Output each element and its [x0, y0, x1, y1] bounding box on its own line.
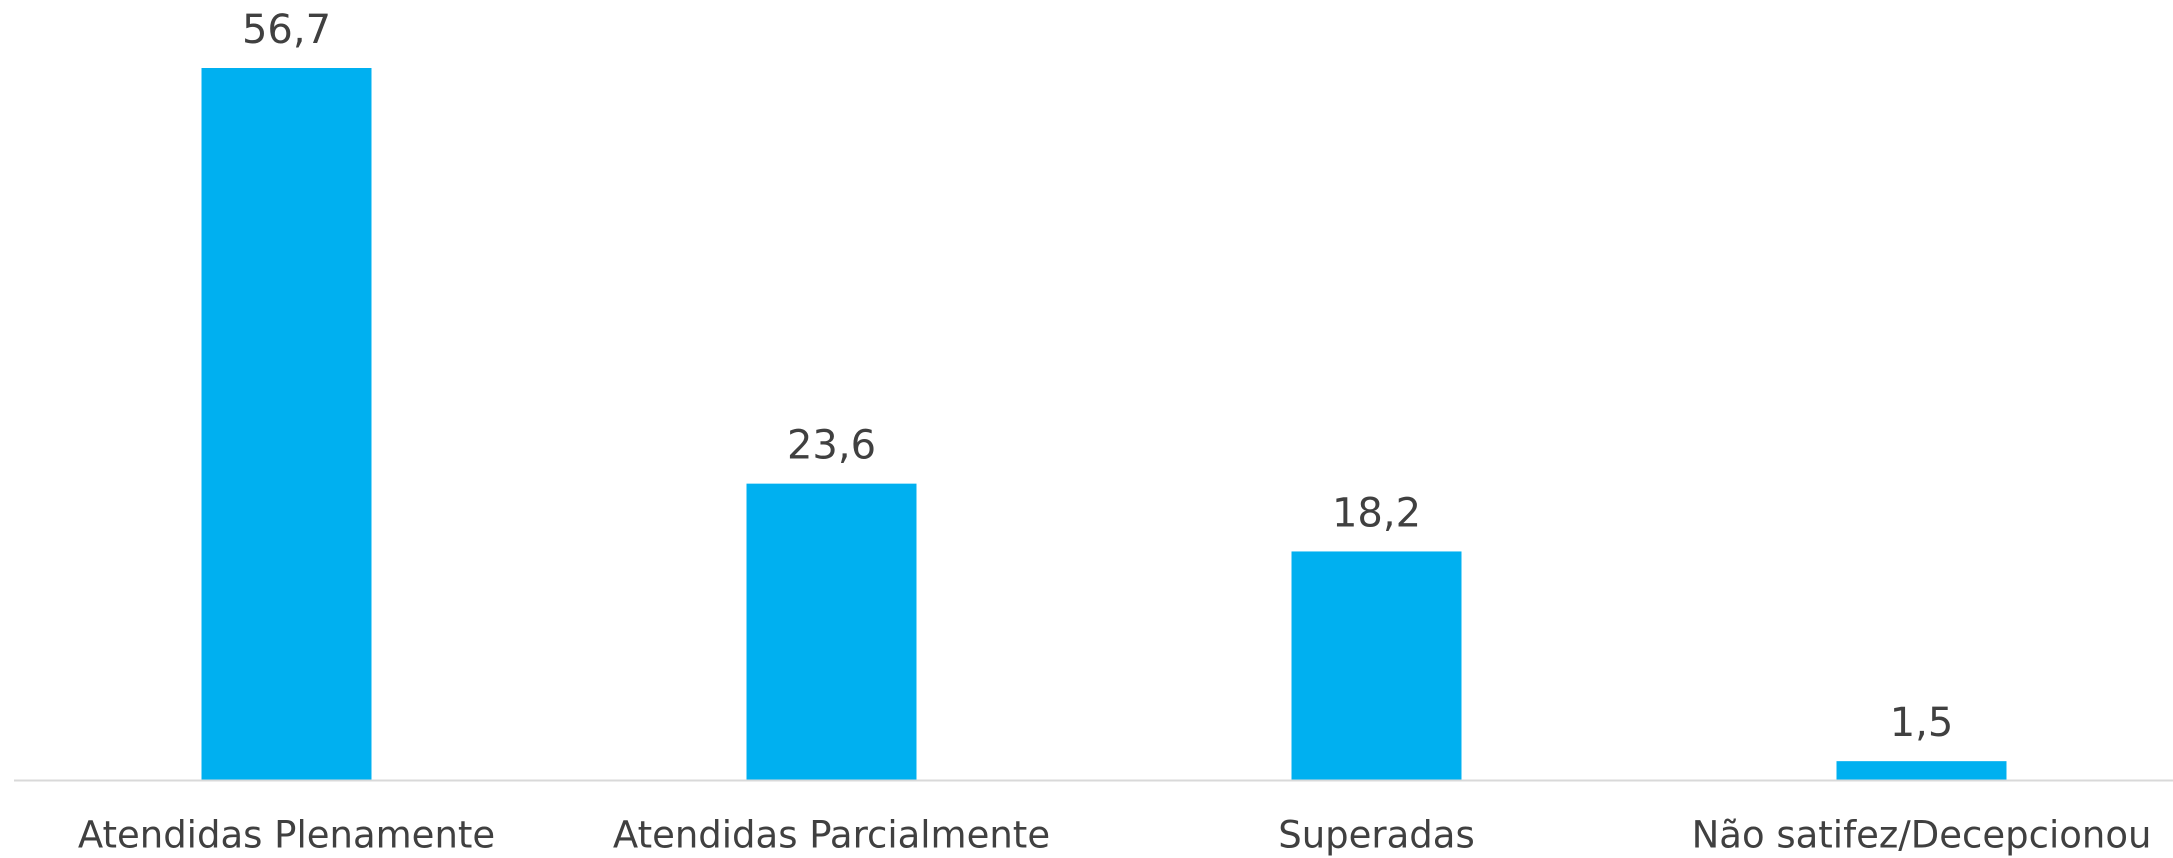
x-tick-label: Não satifez/Decepcionou: [1692, 814, 2152, 857]
x-tick-label: Atendidas Parcialmente: [613, 814, 1050, 857]
bar: [1291, 551, 1462, 780]
x-tick-label: Superadas: [1278, 814, 1475, 857]
data-label: 23,6: [787, 423, 876, 469]
data-label: 56,7: [242, 7, 331, 53]
bar: [201, 68, 372, 780]
data-label: 1,5: [1890, 700, 1954, 746]
bar: [746, 483, 917, 780]
x-tick-label: Atendidas Plenamente: [78, 814, 495, 857]
data-label: 18,2: [1332, 490, 1421, 536]
bar: [1836, 761, 2007, 780]
